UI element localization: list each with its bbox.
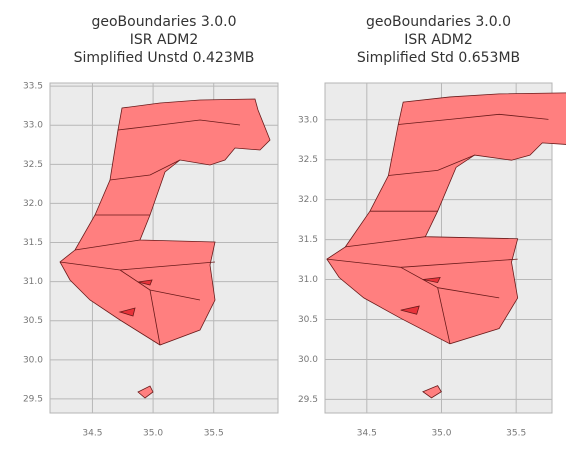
x-tick-label: 35.0 [431,429,451,439]
x-tick-label: 35.5 [506,429,526,439]
chart-title: ISR ADM2 [404,32,473,48]
y-tick-label: 33.0 [23,121,43,131]
chart-title: Simplified Unstd 0.423MB [74,50,255,66]
y-tick-label: 30.5 [23,316,43,326]
y-tick-label: 32.0 [298,195,318,205]
y-tick-label: 32.0 [23,199,43,209]
x-tick-label: 35.5 [204,429,224,439]
y-tick-label: 30.5 [298,315,318,325]
chart-title: Simplified Std 0.653MB [357,50,520,66]
y-tick-label: 31.0 [23,277,43,287]
y-tick-label: 29.5 [23,394,43,404]
chart-title: geoBoundaries 3.0.0 [366,14,511,30]
y-tick-label: 31.0 [298,275,318,285]
x-tick-label: 35.0 [143,429,163,439]
chart-title: geoBoundaries 3.0.0 [91,14,236,30]
y-tick-label: 30.0 [23,355,43,365]
x-tick-label: 34.5 [357,429,377,439]
y-tick-label: 33.5 [23,82,43,92]
y-tick-label: 33.0 [298,115,318,125]
y-tick-label: 31.5 [298,235,318,245]
x-tick-label: 34.5 [82,429,102,439]
y-tick-label: 29.5 [298,395,318,405]
y-tick-label: 32.5 [23,160,43,170]
chart-title: ISR ADM2 [130,32,199,48]
y-tick-label: 31.5 [23,238,43,248]
y-tick-label: 32.5 [298,155,318,165]
y-tick-label: 30.0 [298,355,318,365]
